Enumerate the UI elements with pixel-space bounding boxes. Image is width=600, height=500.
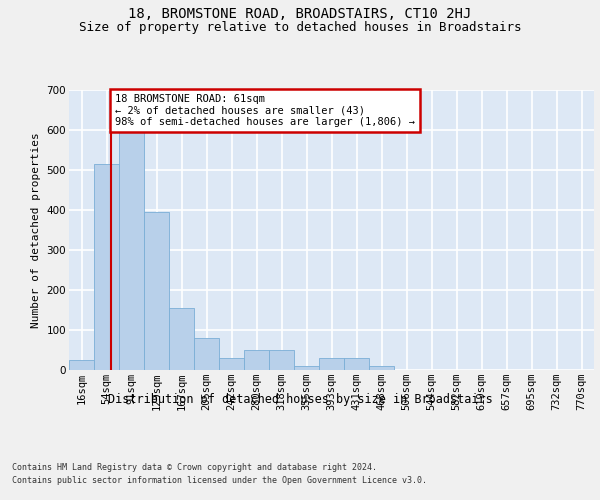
Bar: [319, 358, 344, 370]
Bar: [94, 164, 119, 370]
Y-axis label: Number of detached properties: Number of detached properties: [31, 132, 41, 328]
Bar: [344, 358, 369, 370]
Bar: [244, 350, 269, 370]
Text: Contains public sector information licensed under the Open Government Licence v3: Contains public sector information licen…: [12, 476, 427, 485]
Bar: [169, 308, 194, 370]
Bar: [269, 350, 294, 370]
Text: Size of property relative to detached houses in Broadstairs: Size of property relative to detached ho…: [79, 21, 521, 34]
Bar: [194, 338, 219, 370]
Bar: [294, 366, 319, 370]
Bar: [219, 358, 244, 370]
Bar: [369, 366, 394, 370]
Bar: [144, 212, 169, 370]
Text: Contains HM Land Registry data © Crown copyright and database right 2024.: Contains HM Land Registry data © Crown c…: [12, 462, 377, 471]
Text: Distribution of detached houses by size in Broadstairs: Distribution of detached houses by size …: [107, 392, 493, 406]
Text: 18 BROMSTONE ROAD: 61sqm
← 2% of detached houses are smaller (43)
98% of semi-de: 18 BROMSTONE ROAD: 61sqm ← 2% of detache…: [115, 94, 415, 127]
Bar: [119, 126, 144, 370]
Bar: [69, 360, 94, 370]
Text: 18, BROMSTONE ROAD, BROADSTAIRS, CT10 2HJ: 18, BROMSTONE ROAD, BROADSTAIRS, CT10 2H…: [128, 8, 472, 22]
